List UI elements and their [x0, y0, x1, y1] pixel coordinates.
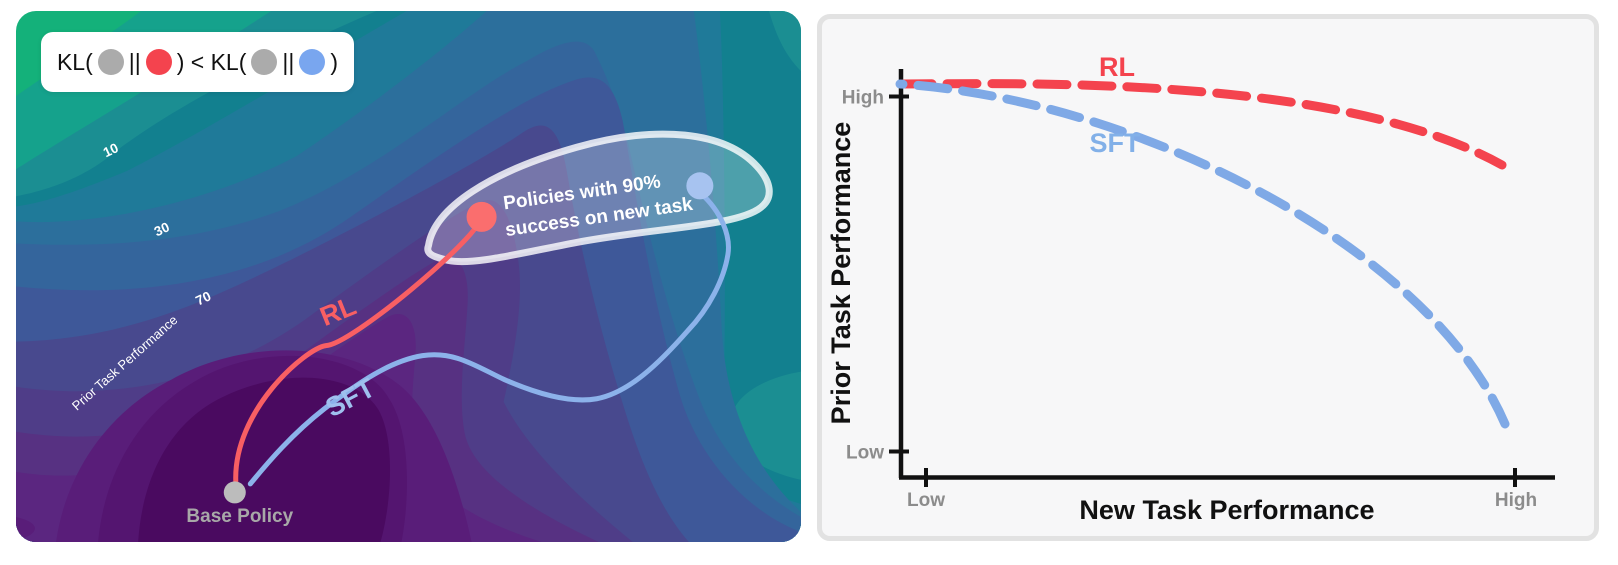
svg-text:Low: Low: [846, 443, 884, 464]
svg-text:High: High: [842, 88, 884, 109]
svg-text:10: 10: [101, 140, 121, 160]
svg-text:Base Policy: Base Policy: [186, 506, 293, 527]
svg-text:Low: Low: [907, 490, 945, 511]
svg-text:New Task Performance: New Task Performance: [1079, 495, 1374, 525]
svg-text:RL: RL: [1099, 52, 1135, 82]
svg-text:SFT: SFT: [1090, 128, 1142, 158]
svg-text:High: High: [1495, 490, 1537, 511]
svg-text:Prior Task Performance: Prior Task Performance: [826, 122, 856, 425]
svg-text:30: 30: [152, 219, 172, 239]
svg-text:70: 70: [193, 288, 213, 308]
